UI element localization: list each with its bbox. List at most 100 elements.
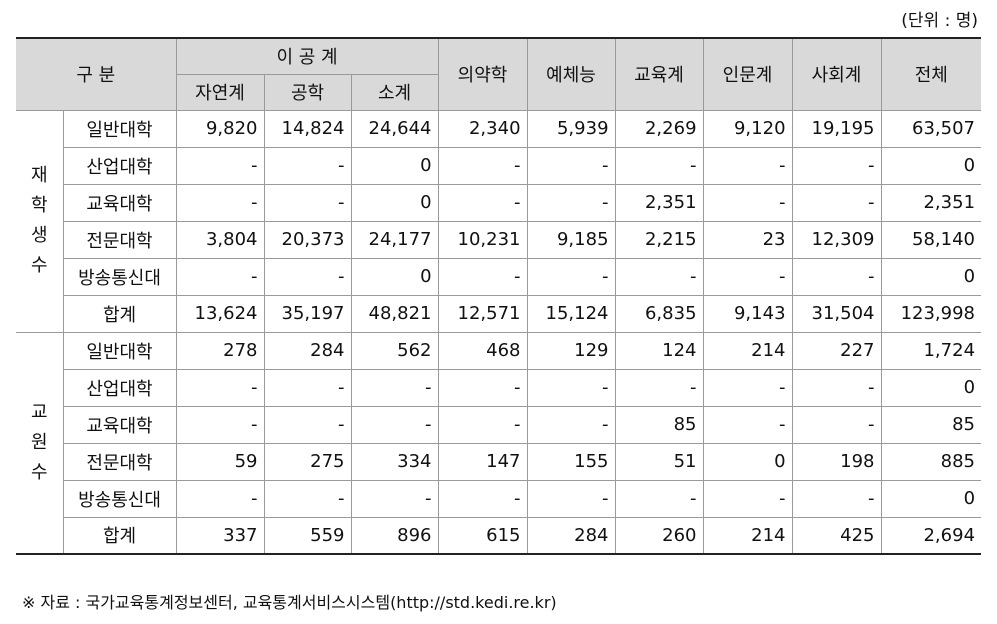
section-faculty: 교원수 일반대학 278 284 562 468 129 124 214 227… xyxy=(16,331,982,555)
header-humanities: 인문계 xyxy=(702,37,793,111)
cell: - xyxy=(437,257,528,296)
table-row: 산업대학 - - 0 - - - - - 0 xyxy=(16,146,982,185)
cell: 2,351 xyxy=(880,183,982,222)
row-name: 일반대학 xyxy=(62,331,177,370)
cell: 468 xyxy=(437,331,528,370)
cell: 2,269 xyxy=(614,109,704,148)
cell: 48,821 xyxy=(350,294,439,333)
cell: 14,824 xyxy=(263,109,352,148)
cell: 0 xyxy=(350,146,439,185)
row-name: 교육대학 xyxy=(63,183,177,222)
cell: 155 xyxy=(526,442,616,481)
row-name: 교육대학 xyxy=(63,405,177,444)
cell: - xyxy=(437,368,528,407)
cell: 0 xyxy=(350,257,439,296)
row-name: 방송통신대 xyxy=(63,257,177,296)
section-label: 교원수 xyxy=(16,331,64,555)
cell: 2,340 xyxy=(437,109,528,148)
header-natural: 자연계 xyxy=(176,73,265,111)
cell: 284 xyxy=(263,331,352,370)
cell: - xyxy=(791,405,882,444)
cell: - xyxy=(175,257,265,296)
cell: - xyxy=(175,405,265,444)
cell: - xyxy=(263,405,352,444)
row-name: 산업대학 xyxy=(63,368,177,407)
cell: 9,143 xyxy=(702,294,793,333)
cell: 198 xyxy=(791,442,882,481)
cell: - xyxy=(791,479,882,518)
cell: - xyxy=(702,368,793,407)
cell: 12,309 xyxy=(791,220,882,259)
cell: 0 xyxy=(880,257,982,296)
table-row: 전문대학 3,804 20,373 24,177 10,231 9,185 2,… xyxy=(16,220,982,259)
row-name: 일반대학 xyxy=(62,109,177,148)
cell: 124 xyxy=(614,331,704,370)
cell: - xyxy=(437,146,528,185)
cell: - xyxy=(437,479,528,518)
cell: - xyxy=(526,146,616,185)
cell: 10,231 xyxy=(437,220,528,259)
section-label-text: 교원수 xyxy=(30,401,48,483)
cell: 0 xyxy=(880,479,982,518)
cell: 275 xyxy=(263,442,352,481)
cell: - xyxy=(175,368,265,407)
cell: - xyxy=(791,183,882,222)
cell: - xyxy=(791,368,882,407)
cell: 885 xyxy=(880,442,982,481)
cell: 5,939 xyxy=(526,109,616,148)
header-total: 전체 xyxy=(880,37,982,111)
header-subtotal: 소계 xyxy=(350,73,439,111)
cell: 284 xyxy=(526,516,616,555)
section-label-text: 재학생수 xyxy=(30,165,48,276)
cell: - xyxy=(350,368,439,407)
cell: - xyxy=(175,146,265,185)
source-note: ※ 자료 : 국가교육통계정보센터, 교육통계서비스시스템(http://std… xyxy=(22,593,557,612)
table-row: 방송통신대 - - 0 - - - - - 0 xyxy=(16,257,982,296)
cell: 337 xyxy=(175,516,265,555)
header-social: 사회계 xyxy=(791,37,882,111)
table-header: 구 분 이 공 계 의약학 예체능 교육계 인문계 사회계 전체 자연계 공학 … xyxy=(16,37,982,111)
cell: - xyxy=(702,405,793,444)
cell: - xyxy=(702,146,793,185)
cell: - xyxy=(614,368,704,407)
cell: 51 xyxy=(614,442,704,481)
header-education: 교육계 xyxy=(614,37,704,111)
cell: - xyxy=(614,479,704,518)
row-name: 합계 xyxy=(63,516,177,555)
table-row-total: 합계 13,624 35,197 48,821 12,571 15,124 6,… xyxy=(16,294,982,333)
cell: 896 xyxy=(350,516,439,555)
cell: - xyxy=(791,146,882,185)
cell: - xyxy=(614,146,704,185)
cell: 1,724 xyxy=(880,331,982,370)
cell: 559 xyxy=(263,516,352,555)
row-name: 방송통신대 xyxy=(63,479,177,518)
header-engineering: 공학 xyxy=(263,73,352,111)
cell: 85 xyxy=(880,405,982,444)
row-name: 합계 xyxy=(63,294,177,333)
cell: 0 xyxy=(350,183,439,222)
cell: 9,820 xyxy=(175,109,265,148)
cell: 0 xyxy=(880,368,982,407)
cell: - xyxy=(526,257,616,296)
table-row: 전문대학 59 275 334 147 155 51 0 198 885 xyxy=(16,442,982,481)
cell: 2,694 xyxy=(880,516,982,555)
cell: 31,504 xyxy=(791,294,882,333)
cell: 85 xyxy=(614,405,704,444)
cell: 562 xyxy=(350,331,439,370)
cell: 129 xyxy=(526,331,616,370)
cell: 9,120 xyxy=(702,109,793,148)
cell: - xyxy=(702,183,793,222)
cell: - xyxy=(175,479,265,518)
table-row: 재학생수 일반대학 9,820 14,824 24,644 2,340 5,93… xyxy=(16,109,982,333)
cell: - xyxy=(437,183,528,222)
cell: - xyxy=(263,146,352,185)
cell: - xyxy=(263,479,352,518)
section-label: 재학생수 xyxy=(16,109,64,333)
cell: 214 xyxy=(702,516,793,555)
cell: 20,373 xyxy=(263,220,352,259)
cell: 227 xyxy=(791,331,882,370)
cell: - xyxy=(175,183,265,222)
cell: - xyxy=(350,405,439,444)
cell: 214 xyxy=(702,331,793,370)
row-name: 산업대학 xyxy=(63,146,177,185)
